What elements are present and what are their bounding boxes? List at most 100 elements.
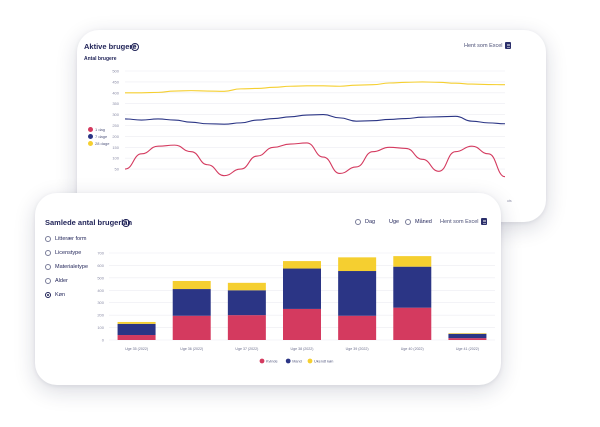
legend-swatch [259, 358, 265, 364]
y-tick-label: 150 [112, 145, 119, 150]
filter-option-litteraer-form[interactable]: Litterær form [45, 236, 86, 242]
info-icon[interactable]: i [122, 219, 130, 227]
y-tick-label: 200 [112, 134, 119, 139]
radio-button[interactable] [45, 278, 51, 284]
export-excel-link[interactable]: Hent som Excel [464, 43, 503, 49]
total-loans-bar-chart: 0 100 200 300 400 500 600 700 Uge 35 (2022) Uge 3… [97, 251, 495, 364]
legend-label: Ukendt køn [314, 360, 333, 364]
bar-segment-Kvinde [117, 335, 156, 340]
x-tick-label: uts [507, 199, 512, 203]
bar-segment-Ukendt-køn [227, 282, 266, 291]
x-tick-label: Uge 35 (2022) [125, 347, 148, 351]
radio-button[interactable] [355, 219, 361, 225]
series-line-1-dag [124, 142, 506, 178]
radio-label: Materialetype [55, 264, 89, 270]
x-tick-label: Uge 38 (2022) [291, 347, 314, 351]
bar-segment-Ukendt-køn [448, 333, 487, 334]
total-loans-title: Samlede antal brugerlån [45, 218, 133, 227]
y-tick-label: 50 [115, 167, 120, 172]
active-users-card: Aktive brugere i Antal brugere Hent som … [77, 30, 546, 222]
bar-segment-Mand [172, 289, 211, 316]
y-tick-label: 400 [97, 288, 104, 293]
y-tick-label: 500 [97, 275, 104, 280]
legend-item[interactable]: 1 dag [88, 127, 105, 132]
bar-segment-Mand [448, 333, 487, 339]
series-line-7-dage [124, 114, 506, 125]
bar-segment-Kvinde [283, 308, 321, 340]
period-option-maaned[interactable]: Måned [405, 219, 432, 225]
x-tick-label: Uge 39 (2022) [346, 347, 369, 351]
period-option-dag[interactable]: Dag [355, 219, 375, 225]
radio-button-selected[interactable] [45, 292, 51, 298]
radio-button[interactable] [45, 264, 51, 270]
period-option-uge[interactable]: Uge [389, 219, 399, 225]
total-loans-card: Samlede antal brugerlån i Dag Uge Måned … [35, 193, 501, 385]
legend-label: Kvinde [266, 360, 278, 364]
bar-segment-Ukendt-køn [117, 321, 156, 324]
y-tick-label: 300 [97, 300, 104, 305]
y-tick-label: 700 [97, 251, 104, 256]
radio-label: Dag [365, 219, 376, 225]
active-users-line-chart: 50 100 150 200 250 300 350 400 450 500 uts [112, 69, 512, 204]
bar-segment-Ukendt-køn [283, 261, 321, 269]
y-tick-label: 100 [97, 325, 104, 330]
y-tick-label: 500 [112, 69, 119, 74]
bar-segment-Mand [393, 266, 432, 308]
x-tick-label: Uge 41 (2022) [456, 347, 479, 351]
legend-item[interactable]: 7 dage [88, 134, 107, 139]
legend-swatch [285, 358, 291, 364]
bar-segment-Ukendt-køn [172, 280, 211, 290]
legend-swatch [307, 358, 313, 364]
export-excel-link[interactable]: Hent som Excel [440, 219, 479, 225]
y-tick-label: 600 [97, 263, 104, 268]
bar-segment-Mand [283, 268, 321, 309]
bar-segment-Ukendt-køn [338, 257, 377, 272]
excel-icon[interactable] [481, 218, 487, 225]
x-tick-label: Uge 37 (2022) [235, 347, 258, 351]
radio-button[interactable] [45, 236, 51, 242]
y-tick-label: 100 [112, 156, 119, 161]
legend-swatch-1-dag [88, 127, 93, 132]
legend-item[interactable]: 28 dage [88, 141, 109, 146]
bar-segment-Kvinde [448, 338, 487, 340]
radio-button[interactable] [45, 250, 51, 256]
bar-segment-Kvinde [227, 315, 266, 340]
info-icon[interactable]: i [131, 43, 139, 51]
bar-segment-Kvinde [393, 307, 432, 340]
bar-segment-Mand [227, 290, 266, 316]
filter-option-licenstype[interactable]: Licenstype [45, 250, 81, 256]
y-tick-label: 450 [112, 79, 119, 84]
bar-segment-Mand [338, 271, 377, 316]
excel-icon[interactable] [505, 42, 511, 49]
radio-label: Litterær form [55, 236, 87, 242]
filter-option-koen[interactable]: Køn [45, 292, 65, 298]
bar-segment-Ukendt-køn [393, 256, 432, 267]
y-tick-label: 300 [112, 112, 119, 117]
x-tick-label: Uge 40 (2022) [401, 347, 424, 351]
y-tick-label: 400 [112, 90, 119, 95]
legend-swatch-7-dage [88, 134, 93, 139]
legend-label: Mand [292, 360, 302, 364]
y-tick-label: 200 [97, 313, 104, 318]
legend-label: 28 dage [95, 141, 110, 146]
filter-option-alder[interactable]: Alder [45, 278, 68, 284]
radio-label: Licenstype [55, 250, 82, 256]
radio-label: Måned [415, 219, 432, 225]
y-tick-label: 350 [112, 101, 119, 106]
y-axis-title: Antal brugere [84, 56, 117, 62]
active-users-title: Aktive brugere [84, 42, 137, 51]
bar-segment-Kvinde [172, 315, 211, 340]
radio-label: Uge [389, 219, 400, 225]
bar-segment-Kvinde [338, 315, 377, 340]
radio-label: Køn [55, 292, 66, 298]
legend-label: 1 dag [95, 127, 106, 132]
radio-button[interactable] [405, 219, 411, 225]
filter-option-materialetype[interactable]: Materialetype [45, 264, 88, 270]
series-line-28-dage [124, 81, 506, 94]
radio-label: Alder [55, 278, 68, 284]
y-tick-label: 250 [112, 123, 119, 128]
y-tick-label: 0 [102, 338, 105, 343]
x-tick-label: Uge 36 (2022) [180, 347, 203, 351]
bar-segment-Mand [117, 323, 156, 336]
legend-swatch-28-dage [88, 141, 93, 146]
